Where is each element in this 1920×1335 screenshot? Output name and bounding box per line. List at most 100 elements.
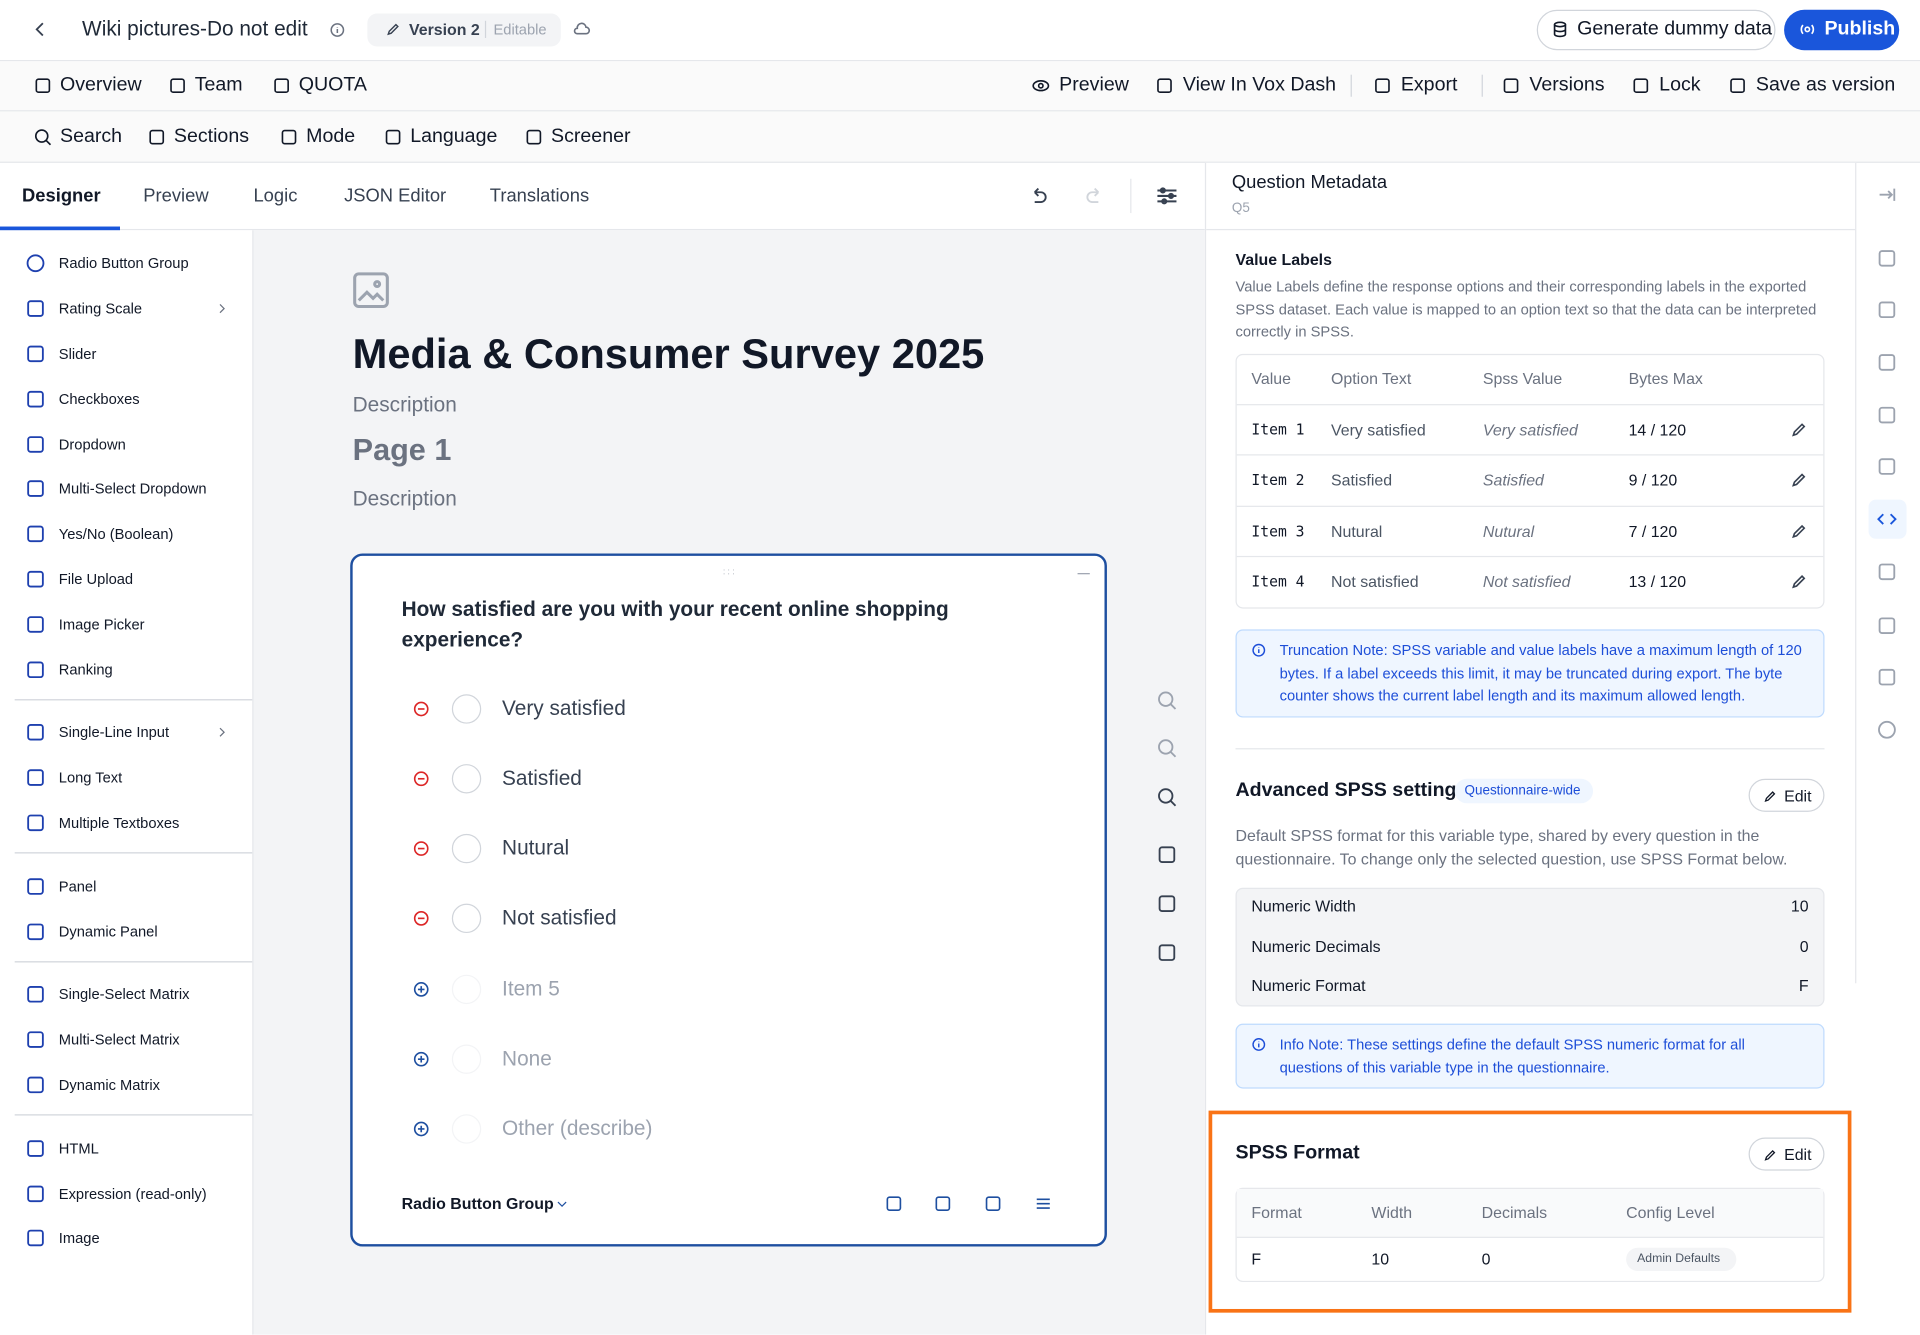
radio	[451, 903, 482, 934]
option[interactable]: Not satisfied	[502, 906, 617, 930]
publish-button[interactable]	[1784, 9, 1900, 51]
toolbar-item[interactable]: View In Vox Dash	[1182, 74, 1337, 96]
toolbox-icon	[26, 254, 45, 273]
option[interactable]: Very satisfied	[502, 696, 626, 721]
toolbar-icon	[1032, 80, 1050, 92]
toolbox-item[interactable]: Image Picker	[58, 615, 145, 633]
radio	[451, 974, 482, 1005]
toolbar-item[interactable]: Team	[194, 74, 243, 96]
toolbar-item[interactable]: Language	[410, 126, 498, 147]
zoom-tool	[1158, 944, 1176, 961]
toolbar-icon	[149, 129, 165, 145]
toolbar-item[interactable]: Lock	[1659, 74, 1701, 96]
toolbox-icon	[27, 923, 44, 940]
highlight	[1208, 1110, 1852, 1313]
radio	[451, 1044, 482, 1074]
metadata-divider	[1206, 228, 1856, 231]
toolbox-item[interactable]: Single-Line Input	[58, 724, 170, 742]
version: Version 2	[408, 20, 480, 39]
tab[interactable]: JSON Editor	[344, 185, 447, 207]
header-border	[0, 60, 1920, 62]
toolbar-icon	[1633, 78, 1649, 94]
add-option-label[interactable]: Item 5	[502, 977, 560, 1001]
zoom-tool	[1158, 739, 1177, 758]
cell: Very satisfied	[1331, 420, 1426, 439]
toolbox-item[interactable]: Multi-Select Matrix	[58, 1031, 180, 1049]
toolbar-icon	[1375, 78, 1390, 94]
add-option	[413, 1051, 429, 1067]
question-type[interactable]: Radio Button Group	[401, 1194, 554, 1213]
option[interactable]: Satisfied	[502, 766, 582, 790]
generate-label[interactable]: Generate dummy data	[1577, 18, 1773, 40]
column-header: Width	[1371, 1203, 1413, 1222]
truncation-note	[1235, 629, 1825, 718]
toolbox-item[interactable]: Single-Select Matrix	[58, 986, 190, 1004]
add-option-label[interactable]: Other (describe)	[502, 1116, 653, 1141]
generate-button[interactable]	[1536, 9, 1776, 51]
toolbar-item[interactable]: Sections	[173, 126, 250, 147]
edit-button[interactable]	[1748, 1137, 1825, 1171]
edit-row	[1792, 422, 1806, 436]
toolbar-item[interactable]: Export	[1400, 74, 1458, 96]
edit-label[interactable]: Edit	[1784, 1145, 1812, 1164]
side-icon	[1878, 406, 1896, 424]
toolbox-icon	[27, 661, 44, 678]
toolbox-item[interactable]: Panel	[58, 877, 97, 895]
toolbar-item[interactable]: Screener	[551, 126, 631, 147]
side-icon	[1878, 668, 1896, 686]
toolbox-item[interactable]: Dropdown	[58, 435, 126, 453]
format-header	[1236, 1188, 1824, 1238]
toolbox-item[interactable]: Yes/No (Boolean)	[58, 525, 174, 543]
cell: Not satisfied	[1331, 572, 1419, 591]
toolbox-icon	[27, 480, 44, 498]
toolbox-item[interactable]: Expression (read-only)	[58, 1184, 207, 1202]
toolbar-item[interactable]: Versions	[1529, 74, 1605, 96]
column-header: Bytes Max	[1628, 369, 1703, 388]
toolbar-icon	[1503, 78, 1519, 94]
edit-button[interactable]	[1748, 778, 1825, 812]
setting-value: 0	[1799, 936, 1809, 956]
toolbox-item[interactable]: Image	[58, 1229, 100, 1248]
toolbox-item[interactable]: Dynamic Matrix	[58, 1076, 161, 1094]
metadata-title: Question Metadata	[1231, 172, 1388, 193]
page-description: Description	[352, 487, 457, 511]
option[interactable]: Nutural	[502, 836, 570, 860]
tab[interactable]: Translations	[489, 185, 590, 207]
tabs-divider	[1130, 178, 1132, 214]
toolbox-item[interactable]: Ranking	[58, 660, 113, 678]
toolbox-item[interactable]: Radio Button Group	[58, 255, 189, 273]
badge-label: Questionnaire-wide	[1464, 783, 1581, 799]
toolbox-icon	[27, 300, 44, 318]
tab[interactable]: Logic	[253, 185, 298, 207]
toolbox-item[interactable]: Slider	[58, 345, 97, 363]
redo	[1086, 187, 1100, 203]
zoom-tool	[1158, 788, 1177, 807]
cell: 7 / 120	[1628, 521, 1678, 541]
toolbar-item[interactable]: QUOTA	[298, 74, 367, 96]
cell: 13 / 120	[1628, 572, 1687, 591]
edit-label[interactable]: Edit	[1784, 786, 1812, 806]
toolbar-item[interactable]: Save as version	[1755, 74, 1896, 96]
tab[interactable]: Designer	[22, 185, 101, 207]
toolbox-item[interactable]: Checkboxes	[58, 390, 140, 408]
column-header: Format	[1251, 1203, 1302, 1222]
toolbox-item[interactable]: Long Text	[58, 769, 123, 787]
toolbox-item[interactable]: HTML	[58, 1139, 99, 1157]
toolbox-item[interactable]: File Upload	[58, 570, 134, 588]
section-divider	[1235, 748, 1825, 750]
toolbar-item[interactable]: Mode	[306, 126, 356, 147]
toolbox-item[interactable]: Multiple Textboxes	[58, 814, 180, 832]
toolbox-item[interactable]: Dynamic Panel	[58, 922, 158, 940]
tab[interactable]: Preview	[143, 185, 209, 207]
toolbar-item[interactable]: Preview	[1059, 74, 1129, 96]
add-option-label[interactable]: None	[502, 1046, 552, 1071]
zoom-tool	[1158, 691, 1177, 710]
toolbox-item[interactable]: Multi-Select Dropdown	[58, 480, 207, 498]
row-divider	[1236, 454, 1824, 456]
publish-label[interactable]: Publish	[1824, 18, 1896, 40]
toolbar-item[interactable]: Search	[60, 126, 123, 147]
toolbar-item[interactable]: Overview	[60, 74, 142, 96]
toolbox-item[interactable]: Rating Scale	[58, 300, 143, 318]
setting-value: F	[1798, 976, 1809, 995]
